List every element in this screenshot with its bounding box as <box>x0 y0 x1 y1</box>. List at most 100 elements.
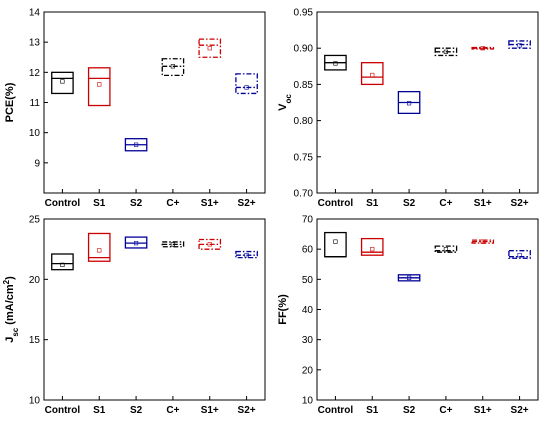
mean-marker <box>517 43 522 48</box>
box-Control <box>51 71 74 95</box>
x-tick-label: S2+ <box>511 405 529 416</box>
mean-marker <box>60 262 65 267</box>
y-tick-label: 10 <box>29 128 41 139</box>
mean-marker <box>60 79 65 84</box>
mean-marker <box>443 247 449 252</box>
y-tick-label: 70 <box>302 215 314 226</box>
x-tick-label: C+ <box>166 405 179 416</box>
panel-voc: 0.70 0.75 0.80 0.85 0.90 0.95 Control S1 S2 C+ S1+… <box>277 8 539 209</box>
x-tick-label: S1 <box>366 405 379 416</box>
box-S1 <box>87 67 111 107</box>
y-tick-label: 0.75 <box>294 152 314 163</box>
y-axis-title: PCE(%) <box>4 82 16 122</box>
y-axis-title-part: (mA/cm <box>4 284 16 328</box>
y-axis-title-part: sc <box>11 327 20 336</box>
box-C+ <box>434 245 458 253</box>
x-tick-label: S2 <box>130 198 143 209</box>
y-tick-label: 11 <box>30 98 41 109</box>
panel-pce: 9 10 11 12 13 14 Control S1 S2 C+ S1+ S2+ PCE(%) <box>4 8 266 209</box>
mean-marker <box>97 82 102 87</box>
y-tick-label: 30 <box>302 335 314 346</box>
box-S2+ <box>235 73 258 95</box>
y-tick-label: 10 <box>29 396 41 407</box>
mean-marker <box>133 142 139 147</box>
mean-marker <box>207 46 212 51</box>
mean-marker <box>133 241 139 246</box>
panel-jsc: 10 15 20 25 Control S1 S2 C+ S1+ S2+ Jsc (mA/cm2) <box>2 215 266 416</box>
y-axis-title: FF(%) <box>277 294 289 325</box>
mean-marker <box>170 64 176 69</box>
x-tick-label: S1 <box>366 198 379 209</box>
mean-marker <box>517 253 522 258</box>
mean-marker <box>480 239 485 244</box>
y-tick-label: 40 <box>302 305 314 316</box>
box-S1 <box>87 232 111 262</box>
mean-marker <box>97 248 102 253</box>
mean-marker <box>480 46 485 51</box>
y-axis-title: Voc <box>277 94 293 111</box>
x-tick-label: C+ <box>439 405 452 416</box>
x-tick-label: S1+ <box>201 405 219 416</box>
mean-marker <box>170 242 176 247</box>
y-tick-label: 15 <box>29 335 41 346</box>
y-axis-title-part: oc <box>284 94 293 104</box>
y-tick-label: 10 <box>302 396 314 407</box>
x-tick-label: S2 <box>403 198 416 209</box>
x-tick-label: S1 <box>93 405 106 416</box>
box-S1 <box>360 62 384 86</box>
box-C+ <box>161 58 185 77</box>
x-tick-label: S2 <box>403 405 416 416</box>
x-tick-label: Control <box>318 198 354 209</box>
mean-marker <box>370 247 375 252</box>
x-tick-label: S2+ <box>238 405 256 416</box>
y-tick-label: 60 <box>302 245 314 256</box>
plot-frame <box>43 11 266 194</box>
y-axis-title-part: PCE(%) <box>4 82 16 122</box>
x-tick-label: S1+ <box>201 198 219 209</box>
x-tick-label: S1 <box>93 198 106 209</box>
y-axis-title-part: ) <box>4 276 16 280</box>
box-Control <box>324 231 347 258</box>
y-tick-label: 12 <box>29 68 41 79</box>
plot-frame <box>43 218 266 401</box>
y-tick-label: 20 <box>29 275 41 286</box>
x-tick-label: C+ <box>166 198 179 209</box>
y-axis-title-part: V <box>277 103 289 111</box>
y-axis-title-part: FF(%) <box>277 294 289 325</box>
box-S1 <box>360 237 384 256</box>
x-tick-label: S2+ <box>511 198 529 209</box>
mean-marker <box>406 101 412 106</box>
y-tick-label: 0.95 <box>294 8 314 19</box>
y-tick-label: 14 <box>29 8 41 19</box>
x-tick-label: S2 <box>130 405 143 416</box>
mean-marker <box>333 61 338 66</box>
x-tick-label: Control <box>45 405 81 416</box>
box-Control <box>51 253 74 271</box>
y-tick-label: 9 <box>34 158 40 169</box>
mean-marker <box>406 275 412 280</box>
mean-marker <box>333 239 338 244</box>
mean-marker <box>244 85 249 90</box>
panel-ff: 10 20 30 40 50 60 70 Control S1 S2 C+ S1+ S2+ FF(%) <box>277 215 539 416</box>
y-tick-label: 0.85 <box>294 80 314 91</box>
x-tick-label: Control <box>45 198 81 209</box>
y-axis-title: Jsc (mA/cm2) <box>2 276 20 343</box>
y-tick-label: 0.80 <box>294 116 314 127</box>
plot-frame <box>316 11 539 194</box>
y-tick-label: 13 <box>29 38 41 49</box>
y-tick-label: 20 <box>302 365 314 376</box>
y-axis-title-part: J <box>4 337 16 343</box>
x-tick-label: Control <box>318 405 354 416</box>
x-tick-label: S2+ <box>238 198 256 209</box>
mean-marker <box>443 49 449 54</box>
mean-marker <box>370 72 375 78</box>
y-tick-label: 0.90 <box>294 44 314 55</box>
box-S2+ <box>508 250 531 259</box>
x-tick-label: S1+ <box>474 405 492 416</box>
plot-frame <box>316 218 539 401</box>
y-tick-label: 25 <box>29 215 41 226</box>
y-axis-title-part: 2 <box>2 279 11 284</box>
box-S1+ <box>198 38 222 58</box>
x-tick-label: C+ <box>439 198 452 209</box>
